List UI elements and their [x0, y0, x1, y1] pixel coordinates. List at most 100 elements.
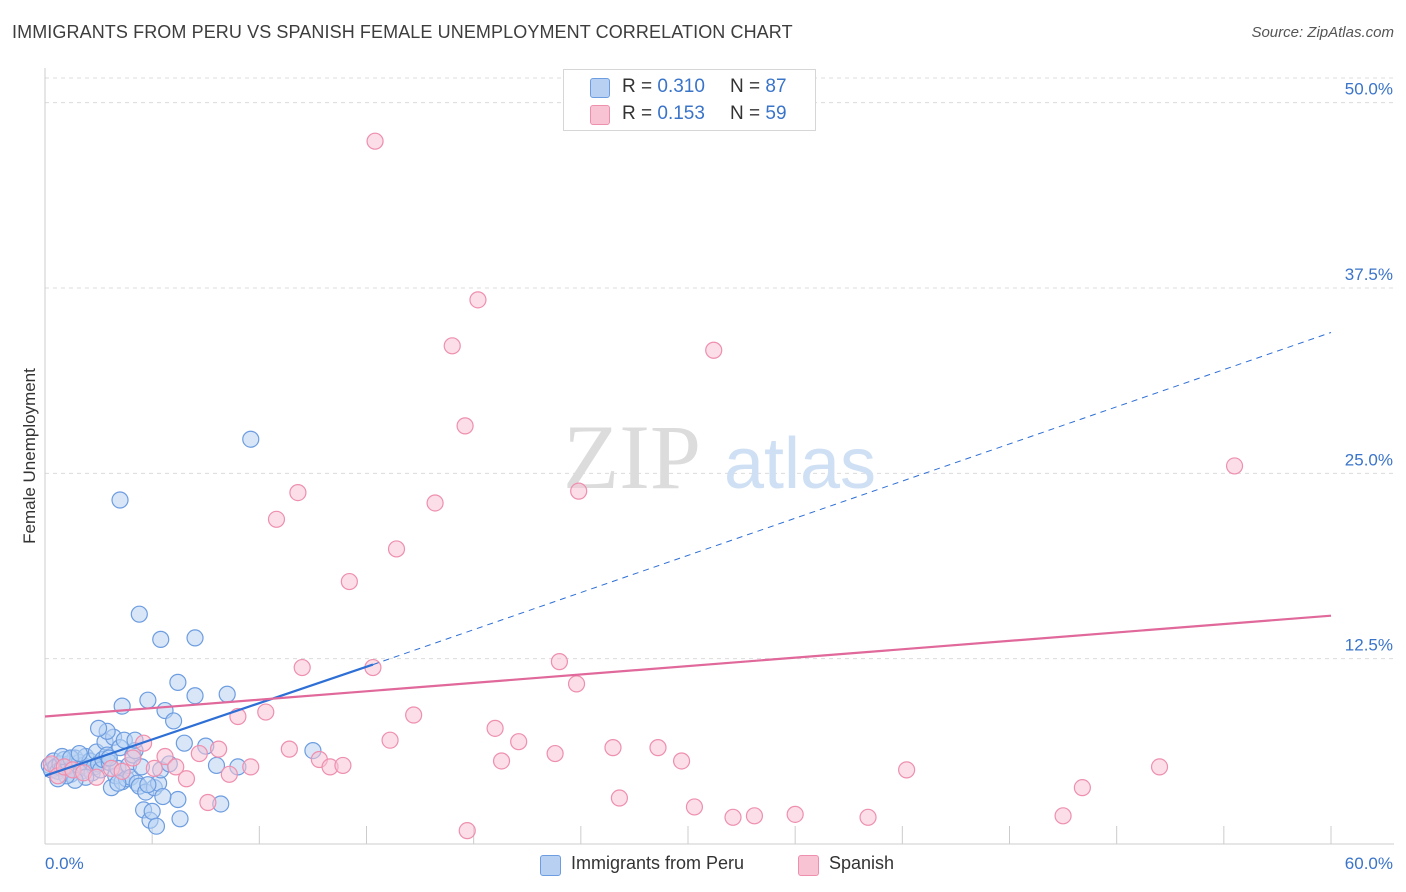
legend-row-spanish: R = 0.153 N = 59 [564, 101, 815, 128]
point-spanish-36 [492, 752, 511, 770]
point-spanish-7 [113, 762, 131, 780]
point-spanish-31 [443, 337, 461, 355]
point-peru-57 [171, 810, 189, 828]
point-spanish-56 [1073, 779, 1091, 797]
legend-r-spanish: R = 0.153 [622, 103, 705, 124]
point-spanish-11 [156, 747, 174, 766]
axes [44, 68, 1394, 845]
point-spanish-13 [177, 770, 196, 788]
point-spanish-19 [242, 758, 260, 776]
legend-swatch-spanish [798, 855, 819, 876]
point-spanish-17 [220, 765, 238, 783]
point-peru-55 [165, 712, 183, 730]
y-tick-label-0: 12.5% [1345, 636, 1393, 655]
point-spanish-41 [570, 482, 588, 500]
source-attribution: Source: ZipAtlas.com [1251, 24, 1394, 41]
point-spanish-40 [567, 675, 586, 693]
correlation-legend: R = 0.310 N = 87 R = 0.153 N = 59 [563, 69, 816, 131]
point-peru-67 [130, 605, 148, 623]
point-spanish-8 [124, 749, 142, 767]
point-spanish-25 [334, 756, 352, 775]
point-spanish-33 [458, 822, 476, 840]
point-spanish-46 [685, 798, 704, 816]
point-peru-71 [242, 430, 260, 448]
trend-peru [44, 663, 374, 777]
point-spanish-42 [604, 739, 622, 757]
series-legend: Immigrants from Peru Spanish [0, 852, 1406, 878]
legend-row-peru: R = 0.310 N = 87 [564, 74, 815, 101]
point-spanish-59 [340, 572, 358, 591]
point-spanish-10 [145, 759, 163, 777]
y-tick-label-3: 50.0% [1345, 80, 1393, 99]
trend-lines [44, 331, 1332, 777]
watermark-atlas: atlas [724, 424, 876, 504]
point-spanish-51 [859, 808, 877, 826]
point-spanish-14 [190, 744, 208, 763]
point-peru-69 [186, 629, 204, 647]
point-spanish-50 [786, 805, 804, 823]
legend-swatch-peru [540, 855, 561, 876]
point-spanish-20 [257, 703, 275, 721]
legend-swatch-blue [590, 78, 610, 98]
point-spanish-5 [87, 768, 106, 786]
point-peru-63 [218, 685, 236, 703]
gridlines [45, 77, 1394, 660]
point-spanish-27 [366, 132, 384, 150]
chart-title: IMMIGRANTS FROM PERU VS SPANISH FEMALE U… [12, 22, 793, 42]
point-spanish-28 [381, 731, 399, 749]
point-peru-70 [169, 673, 187, 691]
x-tick-label-min: 0.0% [45, 854, 84, 873]
point-peru-85 [139, 776, 157, 794]
trend-peru-extrapolated [372, 331, 1332, 666]
point-spanish-53 [1054, 807, 1072, 825]
point-peru-75 [89, 719, 108, 737]
point-spanish-54 [1150, 758, 1169, 776]
point-spanish-34 [469, 291, 487, 309]
point-peru-58 [175, 734, 193, 752]
point-spanish-30 [426, 494, 444, 512]
legend-n-spanish: N = 59 [730, 103, 787, 124]
point-spanish-57 [267, 510, 286, 528]
series-spanish [42, 132, 1244, 840]
point-spanish-37 [510, 733, 528, 751]
point-spanish-60 [387, 540, 406, 558]
y-tick-label-1: 25.0% [1345, 450, 1393, 469]
legend-label-peru: Immigrants from Peru [571, 853, 745, 873]
point-spanish-48 [724, 808, 742, 826]
point-spanish-55 [1225, 457, 1244, 475]
legend-r-peru: R = 0.310 [622, 76, 705, 97]
watermark: ZIP atlas [563, 406, 876, 508]
y-tick-label-2: 37.5% [1345, 265, 1393, 284]
trend-spanish [44, 614, 1332, 718]
point-spanish-29 [405, 706, 423, 724]
x-tick-label-max: 60.0% [1345, 854, 1393, 873]
legend-label-spanish: Spanish [829, 853, 895, 873]
point-peru-86 [154, 787, 172, 806]
point-peru-82 [70, 744, 88, 763]
point-peru-56 [169, 790, 187, 809]
point-peru-59 [186, 687, 204, 705]
legend-n-peru: N = 87 [730, 76, 787, 97]
point-spanish-44 [649, 739, 667, 757]
legend-swatch-pink [590, 105, 610, 125]
point-peru-48 [143, 802, 161, 820]
point-spanish-43 [610, 789, 629, 807]
point-spanish-16 [210, 740, 228, 758]
point-spanish-38 [546, 744, 564, 763]
point-spanish-52 [898, 761, 916, 779]
point-spanish-21 [280, 740, 298, 758]
point-spanish-49 [745, 807, 764, 825]
point-peru-46 [139, 691, 157, 709]
point-peru-66 [111, 491, 129, 509]
point-spanish-45 [672, 752, 691, 770]
point-spanish-35 [486, 719, 504, 737]
point-peru-50 [147, 817, 166, 835]
point-spanish-58 [289, 484, 307, 502]
point-spanish-39 [550, 653, 569, 671]
point-spanish-15 [199, 793, 217, 812]
point-spanish-12 [167, 758, 185, 776]
point-spanish-32 [456, 417, 474, 435]
point-peru-68 [152, 630, 170, 648]
tick-labels: 12.5% 25.0% 37.5% 50.0% 0.0% 60.0% [45, 80, 1393, 873]
